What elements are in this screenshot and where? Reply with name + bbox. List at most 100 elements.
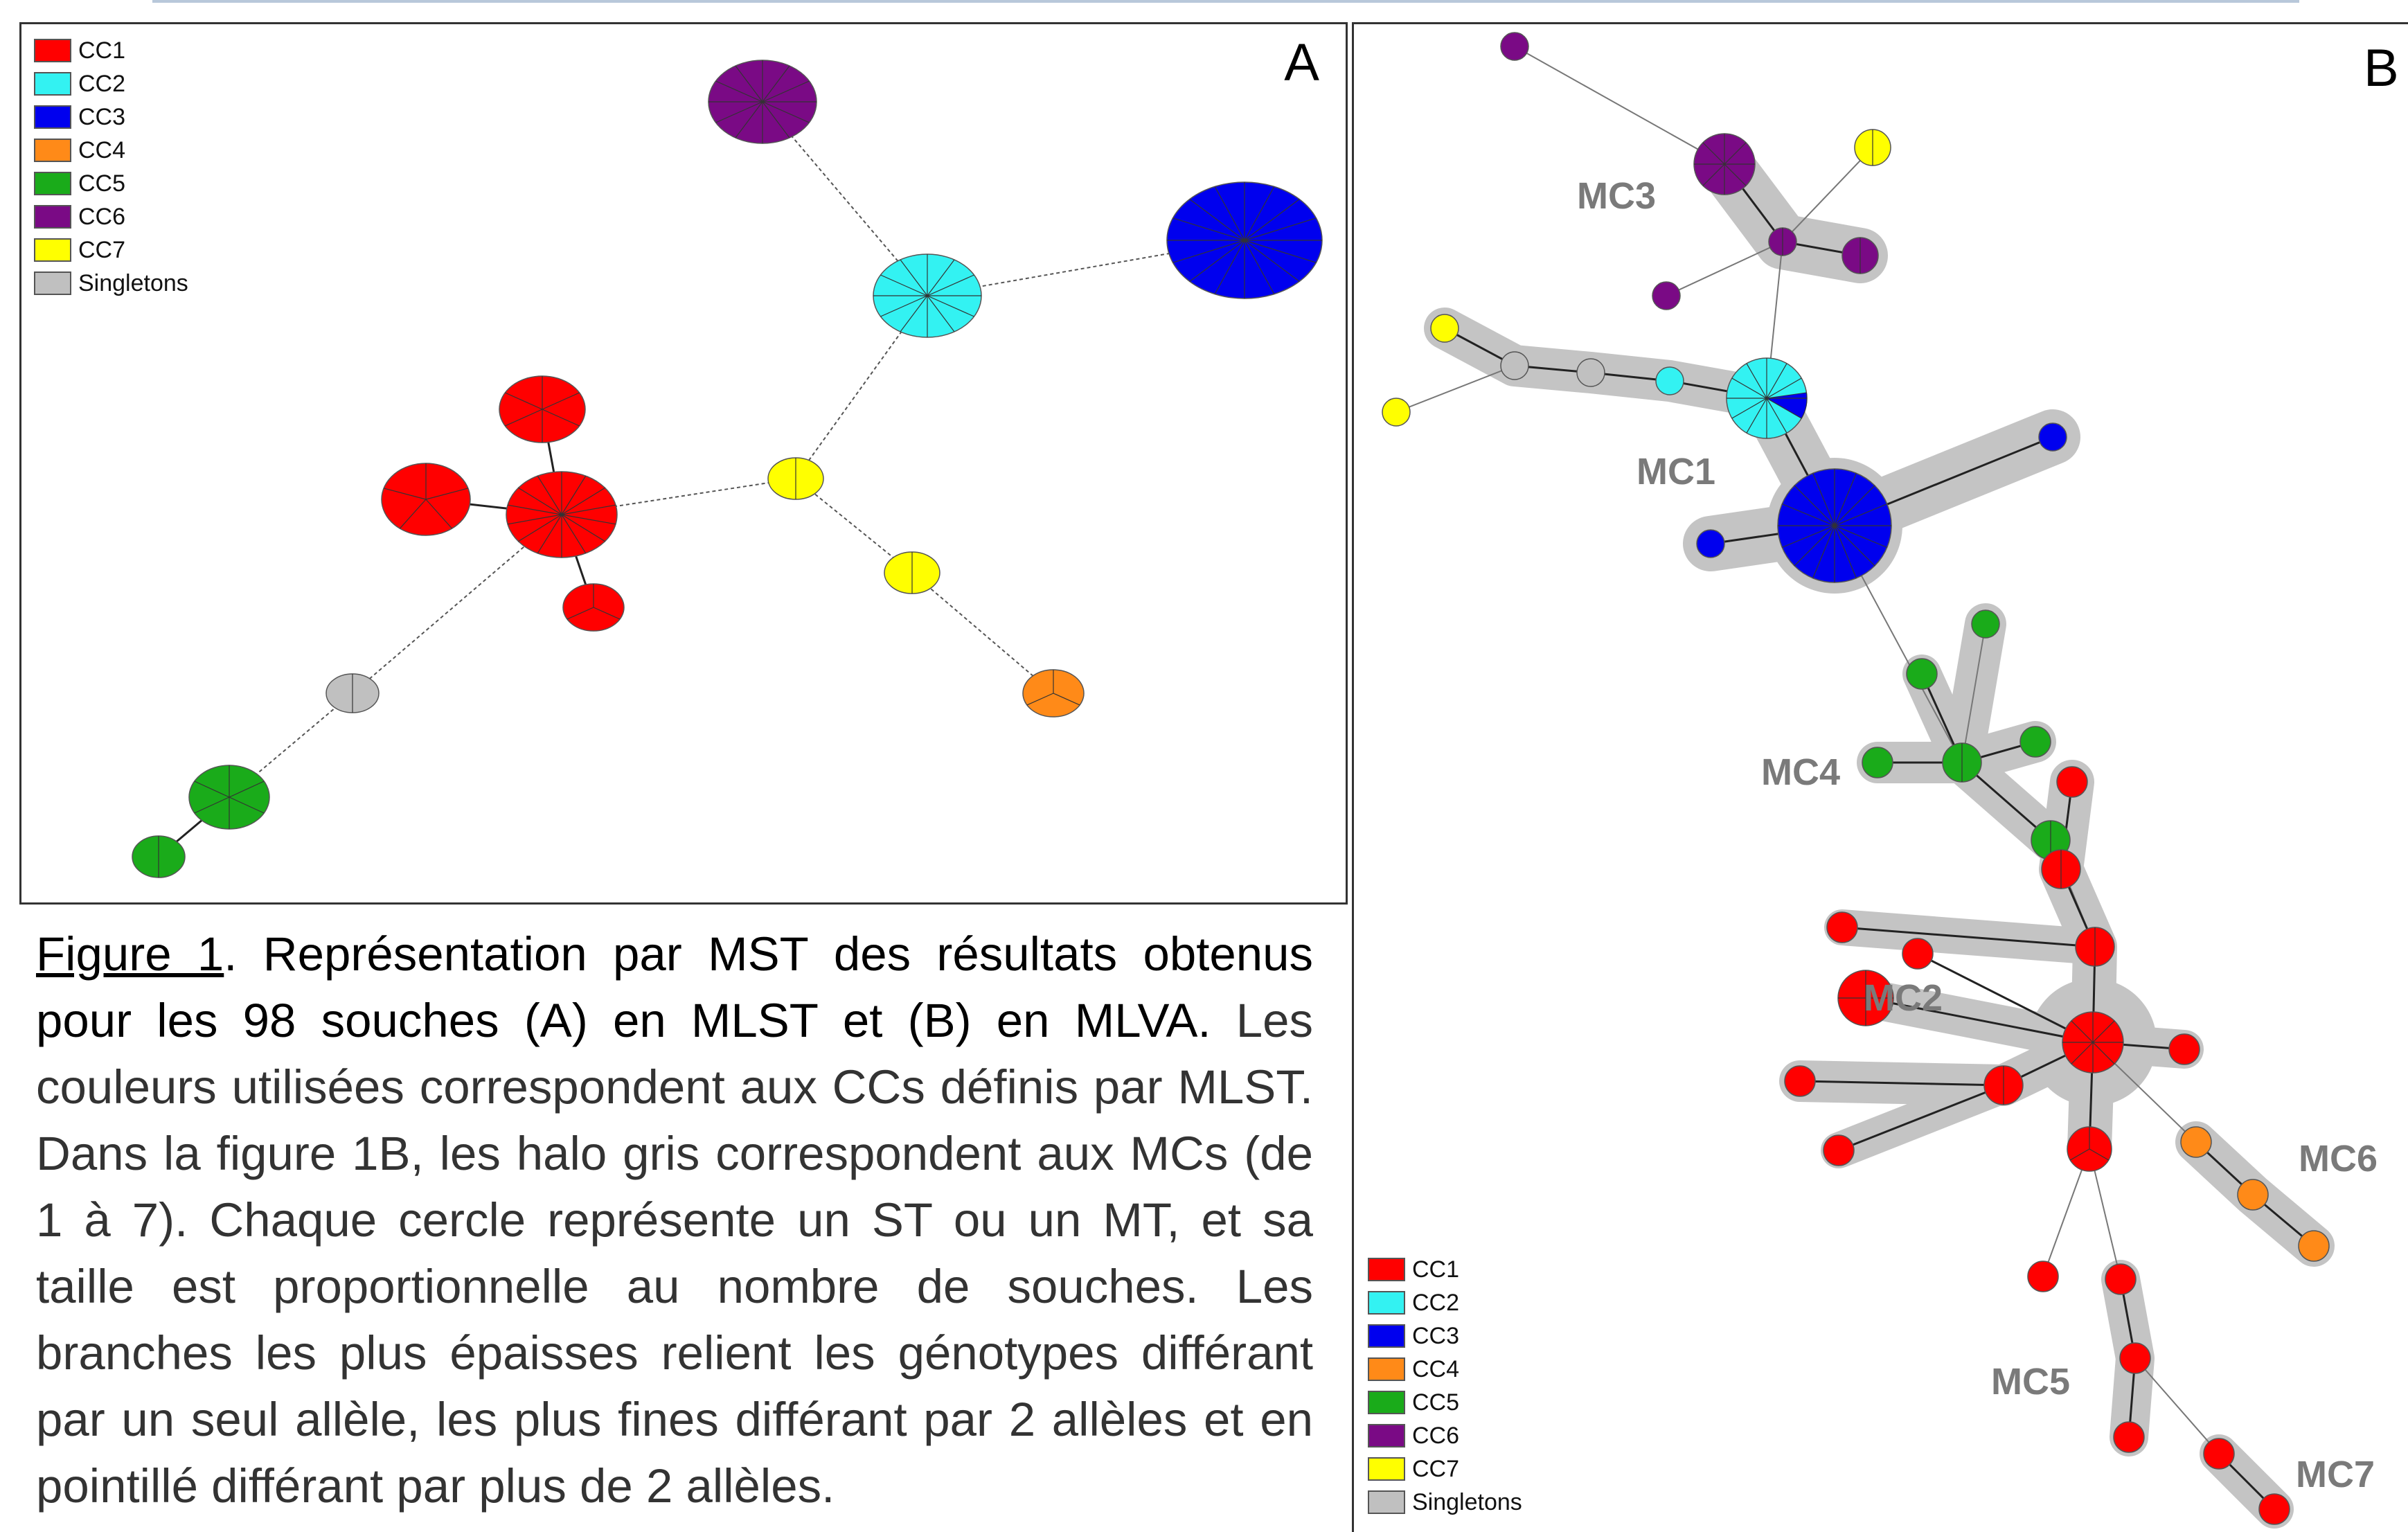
panel-b-mlva-tree: MC1 MC2 MC3 MC4 MC5 MC6 MC7 B CC1 CC2 CC3 CC4 CC5 C… <box>1352 22 2408 1532</box>
legend-swatch <box>1368 1357 1405 1381</box>
mlva-branch <box>1514 46 1725 165</box>
mlva-branch <box>1395 365 1515 413</box>
node-cc7 <box>767 457 824 500</box>
mc-label-mc6: MC6 <box>2299 1138 2378 1179</box>
mst-mlva-graph: MC1 MC2 MC3 MC4 MC5 MC6 MC7 <box>1382 32 2378 1529</box>
node-cc4 <box>2237 1179 2269 1211</box>
legend-a-item-cc3: CC3 <box>34 100 188 134</box>
legend-label: CC1 <box>1412 1256 1460 1283</box>
legend-swatch <box>1368 1391 1405 1414</box>
mst-mlst-graph <box>132 60 1323 878</box>
node-cc7 <box>1382 398 1411 427</box>
mc-halo <box>1424 308 1787 419</box>
legend-swatch <box>1368 1324 1405 1348</box>
legend-swatch <box>1368 1258 1405 1281</box>
legend-label: CC4 <box>78 136 126 163</box>
node-cc1 <box>1826 911 1858 943</box>
legend-label: CC1 <box>78 37 126 64</box>
node-singleton <box>1500 351 1529 380</box>
panel-a-mlst-tree: A CC1 CC2 CC3 CC4 CC5 CC6 CC7 Singletons <box>19 22 1348 905</box>
legend-label: CC5 <box>78 170 126 197</box>
legend-b-item-singletons: Singletons <box>1368 1486 1522 1519</box>
panel-a-letter: A <box>1284 33 1319 92</box>
node-cc1 <box>2067 1126 2112 1172</box>
figure-caption: Figure 1. Représentation par MST des rés… <box>36 921 1313 1532</box>
mc-label-mc3: MC3 <box>1577 175 1656 217</box>
legend-swatch <box>1368 1457 1405 1481</box>
legend-swatch <box>34 205 71 229</box>
node-cc1 <box>2168 1033 2200 1065</box>
mlva-branch <box>1841 926 2096 948</box>
legend-a-item-cc1: CC1 <box>34 34 188 67</box>
legend-label: Singletons <box>1412 1488 1522 1515</box>
node-cc1 <box>506 471 618 558</box>
mlva-branch <box>1865 997 2094 1044</box>
node-singleton <box>325 673 380 713</box>
node-cc1 <box>2027 1261 2059 1292</box>
mlva-branch <box>1666 241 1783 296</box>
legend-b-item-cc3: CC3 <box>1368 1319 1522 1353</box>
node-cc2 <box>873 253 982 338</box>
legend-b-item-cc1: CC1 <box>1368 1253 1522 1286</box>
legend-b-item-cc6: CC6 <box>1368 1419 1522 1452</box>
node-cc6 <box>1500 32 1529 61</box>
top-rule <box>152 0 2299 3</box>
legend-a-item-cc6: CC6 <box>34 200 188 233</box>
mlst-branch <box>795 478 913 573</box>
mc-label-mc2: MC2 <box>1864 977 1943 1019</box>
node-cc5 <box>1942 742 1982 783</box>
mc-label-mc5: MC5 <box>1991 1361 2070 1402</box>
node-cc6 <box>1768 227 1797 256</box>
node-cc6 <box>708 60 817 144</box>
legend-label: CC5 <box>1412 1389 1460 1416</box>
legend-b-item-cc2: CC2 <box>1368 1286 1522 1319</box>
node-cc7 <box>1430 314 1459 343</box>
mc-label-mc1: MC1 <box>1636 451 1715 492</box>
mlva-branch <box>1961 623 1986 763</box>
legend-label: CC2 <box>1412 1289 1460 1316</box>
node-cc1 <box>499 375 586 443</box>
mc-label-mc7: MC7 <box>2296 1454 2375 1495</box>
legend-a-item-cc4: CC4 <box>34 134 188 167</box>
node-cc7 <box>1854 129 1891 166</box>
legend-label: CC3 <box>78 103 126 130</box>
legend-panel-a: CC1 CC2 CC3 CC4 CC5 CC6 CC7 Singletons <box>34 34 188 300</box>
node-cc6 <box>1652 281 1681 310</box>
panel-b-letter: B <box>2364 39 2399 98</box>
legend-swatch <box>1368 1424 1405 1448</box>
node-cc1 <box>1983 1065 2024 1105</box>
legend-swatch <box>34 172 71 195</box>
legend-a-item-cc2: CC2 <box>34 67 188 100</box>
legend-swatch <box>34 238 71 262</box>
mlva-branch <box>1838 1084 2004 1152</box>
legend-panel-b: CC1 CC2 CC3 CC4 CC5 CC6 CC7 Singletons <box>1368 1253 1522 1519</box>
legend-swatch <box>1368 1490 1405 1514</box>
caption-lead: . Représentation par MST des résultats o… <box>36 927 1313 1047</box>
legend-label: CC7 <box>1412 1455 1460 1482</box>
node-cc7 <box>884 551 940 594</box>
node-cc2 <box>1655 366 1684 395</box>
node-cc5 <box>132 835 186 878</box>
node-cc1 <box>2062 1011 2124 1074</box>
node-cc1 <box>2203 1438 2235 1470</box>
legend-swatch <box>34 105 71 129</box>
node-cc1 <box>1823 1134 1855 1166</box>
legend-b-item-cc4: CC4 <box>1368 1353 1522 1386</box>
legend-label: Singletons <box>78 269 188 296</box>
node-cc1 <box>2258 1493 2290 1525</box>
node-cc1 <box>381 463 471 536</box>
legend-label: CC2 <box>78 70 126 97</box>
node-cc1 <box>2041 849 2081 889</box>
mc-label-mc4: MC4 <box>1761 751 1840 793</box>
node-cc1 <box>2105 1263 2137 1295</box>
node-cc1 <box>1902 938 1934 970</box>
node-cc1 <box>2113 1421 2145 1453</box>
node-cc5 <box>188 765 270 830</box>
node-cc5 <box>1862 747 1893 778</box>
mlva-branch <box>2134 1357 2220 1454</box>
node-cc2-cc3-mixed <box>1726 357 1808 439</box>
legend-b-item-cc7: CC7 <box>1368 1452 1522 1486</box>
node-cc6 <box>1693 133 1756 195</box>
legend-label: CC4 <box>1412 1355 1460 1382</box>
node-cc4 <box>2180 1126 2212 1158</box>
